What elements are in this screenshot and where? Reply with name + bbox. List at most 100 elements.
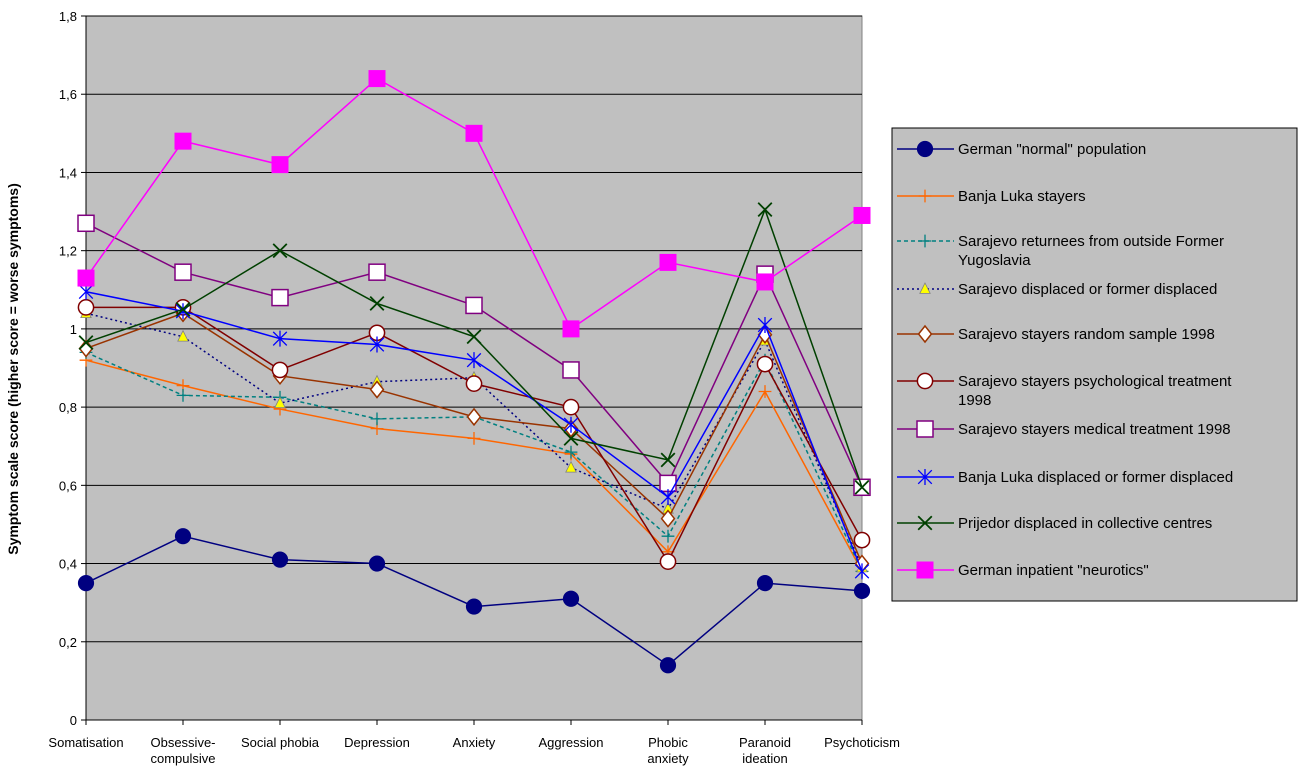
point <box>659 474 677 493</box>
x-tick-label: Somatisation <box>48 735 123 750</box>
point <box>465 124 483 142</box>
legend-item: Banja Luka displaced or former displaced <box>897 469 1233 486</box>
y-tick-label: 0,8 <box>59 400 77 415</box>
y-tick-label: 0,2 <box>59 635 77 650</box>
point <box>271 361 289 379</box>
legend-label: Sarajevo stayers psychological treatment… <box>958 373 1232 409</box>
series-10 <box>77 70 871 338</box>
point <box>916 140 934 158</box>
legend-item: Sarajevo stayers medical treatment 1998 <box>897 420 1231 438</box>
point <box>562 361 580 379</box>
point <box>271 156 289 174</box>
legend-label: Sarajevo stayers random sample 1998 <box>958 326 1215 343</box>
point <box>369 296 385 311</box>
point <box>175 301 191 317</box>
point <box>465 296 483 315</box>
point <box>272 330 288 347</box>
point <box>271 551 289 568</box>
y-tick-label: 0,4 <box>59 557 77 572</box>
point <box>916 420 934 438</box>
series-layer <box>77 70 871 674</box>
point <box>659 657 677 674</box>
legend-label: Banja Luka displaced or former displaced <box>958 469 1233 486</box>
point <box>919 282 931 294</box>
legend-label: Sarajevo stayers medical treatment 1998 <box>958 421 1231 438</box>
point <box>174 132 192 150</box>
legend: German "normal" population Banja Luka sta… <box>891 127 1298 602</box>
point <box>465 598 483 615</box>
point <box>916 561 934 579</box>
series-6 <box>77 299 871 570</box>
x-tick-label: Phobic anxiety <box>647 735 689 766</box>
y-tick-label: 0 <box>70 713 77 728</box>
point <box>853 206 871 224</box>
y-tick-label: 1,4 <box>59 165 77 180</box>
point <box>176 388 190 402</box>
x-tick-label: Aggression <box>538 735 603 750</box>
point <box>562 590 580 607</box>
point <box>272 243 288 259</box>
y-tick-label: 1,8 <box>59 9 77 24</box>
legend-item: Sarajevo stayers random sample 1998 <box>897 324 1215 344</box>
point <box>659 253 677 271</box>
point <box>177 329 189 342</box>
legend-item: Sarajevo stayers psychological treatment… <box>897 372 1232 409</box>
point <box>756 575 774 592</box>
x-tick-label: Anxiety <box>453 735 496 750</box>
point <box>77 214 95 233</box>
point <box>465 375 483 392</box>
point <box>854 563 870 580</box>
point <box>564 445 578 459</box>
point <box>77 269 95 287</box>
point <box>174 263 192 281</box>
y-axis-label: Symptom scale score (higher score = wors… <box>5 183 21 555</box>
point <box>369 380 385 399</box>
point <box>466 407 482 427</box>
point <box>562 398 580 416</box>
x-tick-label: Paranoid ideation <box>739 735 791 766</box>
legend-item: Prijedor displaced in collective centres <box>897 515 1212 532</box>
point <box>368 70 386 88</box>
point <box>370 412 384 426</box>
point <box>660 452 676 468</box>
point <box>659 553 677 570</box>
point <box>368 555 386 572</box>
point <box>756 273 774 291</box>
point <box>369 336 385 353</box>
point <box>77 299 95 316</box>
x-tick-label: Obsessive-compulsive <box>150 735 215 766</box>
series-1 <box>77 528 871 674</box>
point <box>853 531 871 549</box>
y-axis: 0 0,2 0,4 0,6 0,8 1 1,2 1,4 1,6 1,8 <box>59 9 87 728</box>
point <box>271 288 289 307</box>
point <box>660 509 676 528</box>
point <box>77 575 95 592</box>
legend-label: Prijedor displaced in collective centres <box>958 515 1212 532</box>
y-tick-label: 1,6 <box>59 87 77 102</box>
point <box>854 479 870 495</box>
x-tick-label: Psychoticism <box>824 735 900 750</box>
legend-label: Banja Luka stayers <box>958 188 1086 205</box>
point <box>660 489 676 506</box>
point <box>661 529 675 543</box>
point <box>757 202 773 218</box>
point <box>274 396 286 408</box>
point <box>368 263 386 281</box>
point <box>467 432 481 445</box>
series-9 <box>78 202 870 495</box>
legend-label: Sarajevo returnees from outside Former Yu… <box>958 233 1224 269</box>
point <box>917 469 933 485</box>
point <box>916 372 934 390</box>
point <box>918 189 932 203</box>
point <box>466 352 482 369</box>
legend-box <box>891 127 1298 602</box>
point <box>563 416 579 433</box>
legend-item: Sarajevo returnees from outside Former Yu… <box>897 233 1224 269</box>
legend-item: German "normal" population <box>897 140 1146 158</box>
series-8 <box>78 283 870 580</box>
point <box>853 582 871 600</box>
x-axis: Somatisation Obsessive-compulsive Social p… <box>48 719 900 766</box>
point <box>78 335 94 351</box>
point <box>918 234 932 248</box>
